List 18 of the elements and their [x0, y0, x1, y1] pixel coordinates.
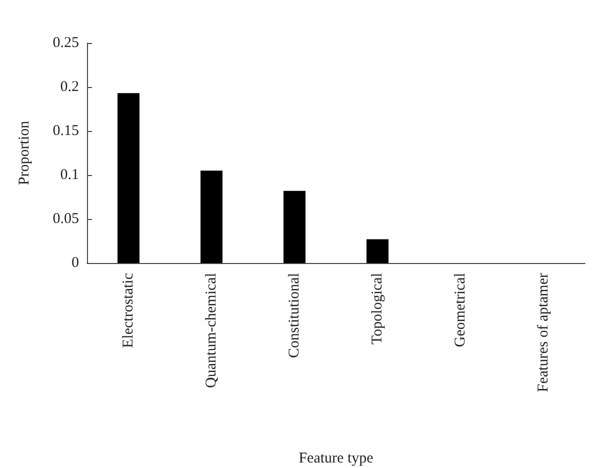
bar	[284, 190, 306, 263]
x-tick-label: Topological	[370, 273, 386, 344]
y-tick-label: 0.2	[60, 79, 79, 95]
y-tick-label: 0	[72, 255, 79, 271]
x-tick-label: Geometrical	[452, 273, 468, 348]
y-tick-label: 0.05	[52, 211, 79, 227]
x-axis-title: Feature type	[298, 450, 374, 466]
x-tick-label: Electrostatic	[120, 272, 136, 348]
y-tick-label: 0.25	[52, 35, 79, 51]
y-tick-label: 0.1	[60, 167, 79, 183]
bar	[366, 239, 388, 263]
y-tick-label: 0.15	[52, 123, 79, 139]
bar	[118, 93, 140, 263]
bar	[200, 170, 222, 263]
x-tick-label: Features of aptamer	[536, 273, 552, 392]
x-tick-label: Quantum-chemical	[204, 273, 220, 388]
x-tick-label: Constitutional	[286, 273, 302, 358]
y-axis-title: Proportion	[16, 120, 32, 186]
